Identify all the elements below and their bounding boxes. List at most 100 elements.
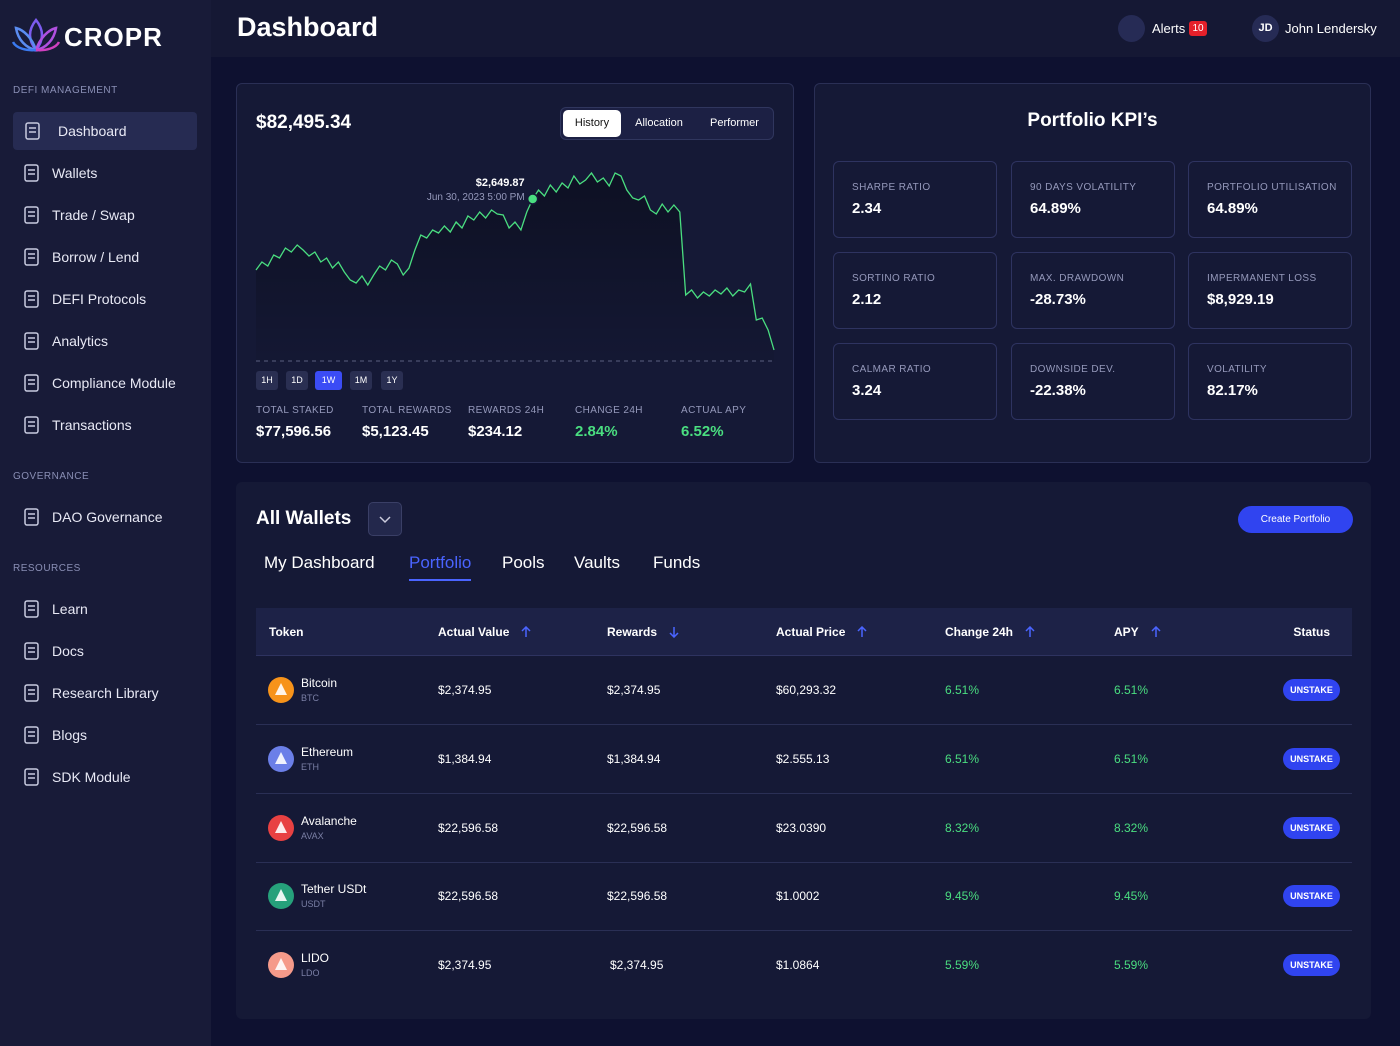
token-glyph xyxy=(275,889,287,902)
nav-icon xyxy=(24,642,39,660)
create-portfolio-button[interactable]: Create Portfolio xyxy=(1238,506,1353,533)
dropdown-chevron xyxy=(379,516,391,524)
tooltip-value: $2,649.87 xyxy=(475,177,525,189)
brand: CROPR xyxy=(64,22,163,52)
sort-arrow[interactable] xyxy=(1025,626,1035,638)
wallets-dropdown[interactable] xyxy=(368,502,402,536)
actual-price: $2.555.13 xyxy=(776,751,830,766)
kpi-box xyxy=(1011,343,1175,420)
toggle-tab[interactable]: Performer xyxy=(710,117,759,129)
rewards: $2,374.95 xyxy=(610,958,664,972)
nav-item[interactable]: Analytics xyxy=(52,333,109,349)
icon-shape xyxy=(24,164,39,182)
toggle-tab[interactable]: History xyxy=(563,110,621,137)
column-header[interactable]: Change 24h xyxy=(945,625,1014,639)
sort-arrow[interactable] xyxy=(521,626,531,638)
alerts-icon[interactable] xyxy=(1118,15,1145,42)
nav-icon xyxy=(24,416,39,434)
actual-value: $2,374.95 xyxy=(438,958,492,972)
stat-label: TOTAL STAKED xyxy=(256,405,334,416)
nav-item[interactable]: Trade / Swap xyxy=(52,207,135,223)
row-separator xyxy=(256,792,1352,794)
icon-shape xyxy=(24,374,39,392)
token-name: LIDO xyxy=(301,951,330,965)
nav-icon xyxy=(25,122,40,140)
range-button[interactable]: 1Y xyxy=(381,371,403,390)
wallet-tab[interactable]: Funds xyxy=(653,553,701,572)
kpi-label: IMPERMANENT LOSS xyxy=(1207,273,1317,284)
column-header[interactable]: Actual Price xyxy=(776,625,846,639)
nav-icon xyxy=(24,164,39,182)
nav-heading: RESOURCES xyxy=(13,563,81,574)
token-icon xyxy=(268,952,294,978)
icon-shape xyxy=(24,726,39,744)
balance: $82,495.34 xyxy=(256,112,352,133)
nav-item[interactable]: Research Library xyxy=(52,685,159,701)
token-icon xyxy=(268,745,294,772)
range-button[interactable]: 1W xyxy=(315,371,342,390)
nav-item[interactable]: Learn xyxy=(52,601,88,617)
unstake-button[interactable]: UNSTAKE xyxy=(1283,747,1340,770)
range-button[interactable]: 1M xyxy=(350,371,372,390)
user-name[interactable]: John Lendersky xyxy=(1285,21,1377,36)
column-header[interactable]: Actual Value xyxy=(438,625,510,639)
nav-item[interactable]: Blogs xyxy=(52,727,88,743)
unstake-button[interactable]: UNSTAKE xyxy=(1283,885,1340,908)
rewards: $22,596.58 xyxy=(607,820,668,835)
actual-price: $23.0390 xyxy=(776,820,827,835)
logo-icon xyxy=(12,18,60,52)
toggle-tab[interactable]: Allocation xyxy=(635,117,683,129)
sort-arrow[interactable] xyxy=(857,626,867,638)
icon-shape xyxy=(25,122,40,140)
avatar[interactable]: JD xyxy=(1252,15,1279,42)
nav-item[interactable]: Dashboard xyxy=(58,123,127,139)
wallet-tab[interactable]: Vaults xyxy=(574,553,620,572)
unstake-button[interactable]: UNSTAKE xyxy=(1283,679,1340,701)
nav-item[interactable]: DEFI Protocols xyxy=(52,291,147,307)
stat-label: TOTAL REWARDS xyxy=(362,405,452,416)
range-button[interactable]: 1H xyxy=(256,371,278,390)
icon-shape xyxy=(24,248,39,266)
nav-icon xyxy=(24,332,39,350)
wallet-tab[interactable]: Pools xyxy=(502,553,545,572)
actual-value: $22,596.58 xyxy=(438,889,499,904)
kpi-label: SHARPE RATIO xyxy=(852,182,931,193)
nav-item[interactable]: Borrow / Lend xyxy=(52,249,140,265)
kpi-value: 64.89% xyxy=(1207,200,1258,217)
unstake-button[interactable]: UNSTAKE xyxy=(1283,954,1340,976)
column-header[interactable]: Rewards xyxy=(607,625,658,639)
arrow xyxy=(857,626,867,637)
kpi-box xyxy=(833,161,997,238)
column-header: Status xyxy=(1293,625,1330,639)
token-glyph xyxy=(275,820,287,833)
range-button[interactable]: 1D xyxy=(286,371,308,390)
arrow xyxy=(669,627,679,638)
column-header[interactable]: APY xyxy=(1114,625,1139,639)
actual-price: $1.0002 xyxy=(776,889,820,904)
nav-item[interactable]: Wallets xyxy=(52,165,98,181)
alert-count: 10 xyxy=(1189,21,1207,36)
sort-arrow[interactable] xyxy=(1151,626,1161,638)
page-title: Dashboard xyxy=(237,12,379,42)
token-name: Tether USDt xyxy=(301,882,367,897)
chevron xyxy=(379,516,391,524)
nav-icon xyxy=(24,726,39,744)
wallet-tab[interactable]: Portfolio xyxy=(409,553,472,581)
nav-item[interactable]: Transactions xyxy=(52,417,132,433)
stat-value: $234.12 xyxy=(468,423,523,440)
wallet-tab[interactable]: My Dashboard xyxy=(264,553,375,572)
alerts-label[interactable]: Alerts xyxy=(1152,21,1186,36)
stat-value: 6.52% xyxy=(681,423,724,440)
unstake-button[interactable]: UNSTAKE xyxy=(1283,816,1340,839)
token-icon xyxy=(268,814,294,841)
icon-shape xyxy=(24,684,39,702)
nav-icon xyxy=(24,290,39,308)
nav-item[interactable]: Docs xyxy=(52,643,84,659)
stat-label: ACTUAL APY xyxy=(681,405,747,416)
kpi-card xyxy=(814,83,1371,463)
sort-arrow[interactable] xyxy=(669,626,679,638)
nav-item[interactable]: Compliance Module xyxy=(52,375,176,391)
nav-item[interactable]: SDK Module xyxy=(52,769,131,785)
nav-item[interactable]: DAO Governance xyxy=(52,509,163,525)
